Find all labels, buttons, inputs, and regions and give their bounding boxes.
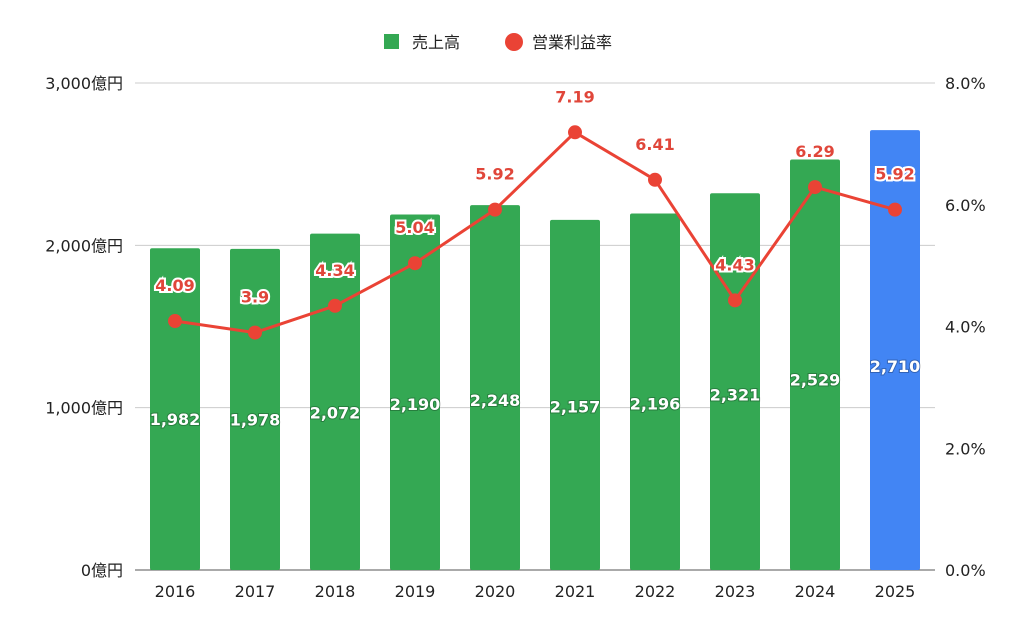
left-tick-label: 0億円 <box>81 561 123 580</box>
bar-data-label: 2,529 <box>790 370 841 389</box>
bar-data-label: 1,978 <box>230 411 281 430</box>
line-point <box>408 256 422 271</box>
bar <box>870 130 920 570</box>
line-data-label: 6.41 <box>635 135 674 154</box>
x-tick-label: 2017 <box>235 582 276 601</box>
bar-data-label: 1,982 <box>150 410 201 429</box>
legend-swatch-margin <box>505 33 523 51</box>
bar <box>630 213 680 571</box>
bar <box>470 205 520 571</box>
x-tick-label: 2021 <box>555 582 596 601</box>
bar-data-label: 2,710 <box>870 357 921 376</box>
line-point <box>808 180 822 195</box>
bar <box>710 193 760 570</box>
legend: 売上高 営業利益率 <box>384 33 612 52</box>
line-point <box>488 202 502 217</box>
bar-data-label: 2,321 <box>710 385 761 404</box>
x-tick-label: 2020 <box>475 582 516 601</box>
line-point <box>168 314 182 329</box>
bar-data-label: 2,072 <box>310 404 361 423</box>
x-tick-label: 2019 <box>395 582 436 601</box>
line-labels: 4.09 3.9 4.34 5.04 5.92 7.19 6.41 4.43 6.29 5.92 <box>153 85 916 308</box>
line-point <box>888 202 902 217</box>
legend-label-sales: 売上高 <box>412 33 460 52</box>
legend-label-margin: 営業利益率 <box>532 33 612 52</box>
bar-data-label: 2,248 <box>470 391 521 410</box>
legend-swatch-sales <box>384 34 399 49</box>
line-data-label: 4.43 <box>715 255 754 274</box>
right-tick-label: 6.0% <box>945 196 986 215</box>
x-tick-label: 2025 <box>875 582 916 601</box>
x-tick-label: 2018 <box>315 582 356 601</box>
line-point <box>648 172 662 187</box>
line-point <box>728 293 742 308</box>
line-data-label: 7.19 <box>555 87 594 106</box>
line-path <box>174 130 896 335</box>
line-data-label: 5.92 <box>875 165 914 184</box>
line-point <box>248 325 262 340</box>
bar <box>390 214 440 571</box>
x-tick-label: 2024 <box>795 582 836 601</box>
right-axis: 0.0% 2.0% 4.0% 6.0% 8.0% <box>945 74 986 580</box>
bar-data-label: 2,196 <box>630 395 681 414</box>
x-tick-label: 2023 <box>715 582 756 601</box>
line-series-margin <box>168 125 902 340</box>
bar-data-label: 2,157 <box>550 397 601 416</box>
right-tick-label: 8.0% <box>945 74 986 93</box>
line-point <box>568 125 582 140</box>
bar-data-label: 2,190 <box>390 395 441 414</box>
left-tick-label: 1,000億円 <box>45 399 123 418</box>
bar-labels: 1,982 1,978 2,072 2,190 2,248 2,157 2,196 2,321… <box>149 356 922 430</box>
x-axis: 2016 2017 2018 2019 2020 2021 2022 2023 2024 2025 <box>155 582 916 601</box>
line-point <box>328 298 342 313</box>
line-data-label: 6.29 <box>795 142 834 161</box>
right-tick-label: 0.0% <box>945 561 986 580</box>
left-tick-label: 2,000億円 <box>45 236 123 255</box>
bar <box>790 159 840 571</box>
line-data-label: 5.92 <box>475 165 514 184</box>
line-data-label: 3.9 <box>241 288 269 307</box>
x-tick-label: 2016 <box>155 582 196 601</box>
line-data-label: 4.34 <box>315 261 354 280</box>
left-axis: 0億円 1,000億円 2,000億円 3,000億円 <box>45 74 123 580</box>
right-tick-label: 4.0% <box>945 318 986 337</box>
bar-series-sales <box>150 130 920 571</box>
right-tick-label: 2.0% <box>945 439 986 458</box>
line-data-label: 5.04 <box>395 218 434 237</box>
line-data-label: 4.09 <box>155 276 194 295</box>
x-tick-label: 2022 <box>635 582 676 601</box>
left-tick-label: 3,000億円 <box>45 74 123 93</box>
bar <box>550 219 600 571</box>
bar <box>310 233 360 571</box>
bar <box>150 248 200 570</box>
